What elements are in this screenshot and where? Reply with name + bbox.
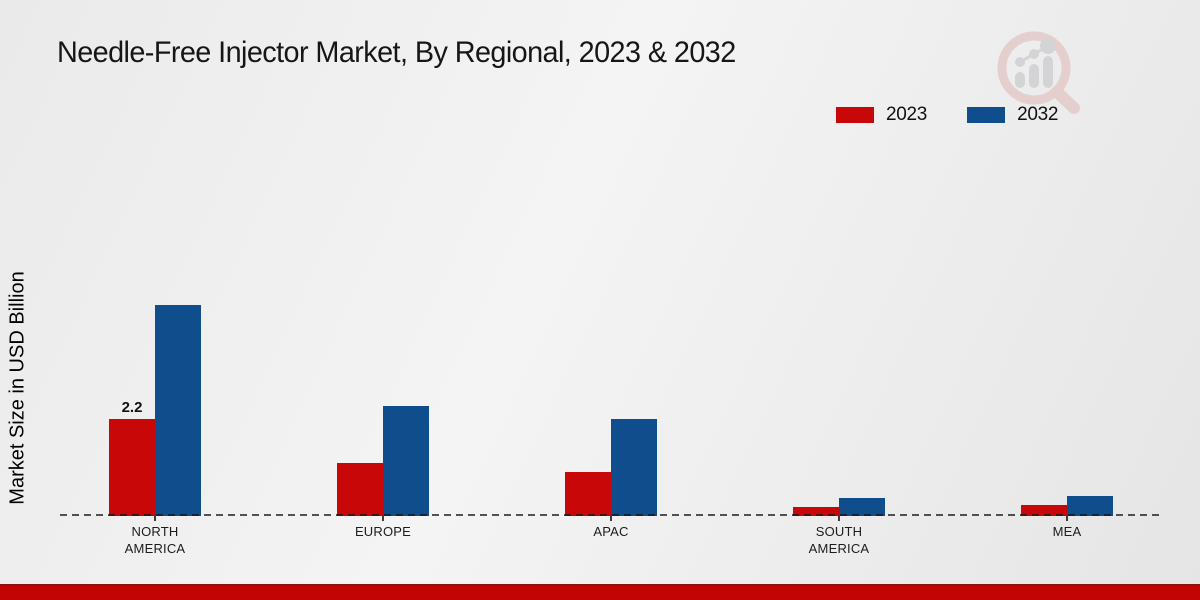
bar-2023-apac bbox=[565, 472, 611, 516]
x-axis-label-mea: MEA bbox=[1052, 524, 1082, 539]
bar-2023-north-america bbox=[109, 419, 155, 516]
bar-2023-europe bbox=[337, 463, 383, 516]
legend: 2023 2032 bbox=[836, 104, 1058, 126]
x-axis-tick-mea bbox=[1066, 516, 1068, 521]
legend-label-2023: 2023 bbox=[886, 104, 928, 125]
bar-2023-south-america bbox=[793, 507, 839, 516]
x-axis-label-north-america: NORTH AMERICA bbox=[124, 524, 186, 556]
bar-2032-north-america bbox=[155, 305, 201, 516]
x-axis-label-south-america: SOUTH AMERICA bbox=[808, 524, 870, 556]
bar-2032-europe bbox=[383, 406, 429, 516]
legend-item-2023: 2023 bbox=[836, 104, 927, 126]
x-axis-line bbox=[60, 514, 1160, 516]
y-axis-title: Market Size in USD Billion bbox=[6, 271, 29, 505]
x-axis-label-apac: APAC bbox=[593, 524, 629, 539]
legend-item-2032: 2032 bbox=[967, 104, 1058, 126]
legend-label-2032: 2032 bbox=[1017, 104, 1059, 125]
bar-2023-mea bbox=[1021, 505, 1067, 516]
x-axis-tick-south-america bbox=[838, 516, 840, 521]
x-axis-tick-north-america bbox=[154, 516, 156, 521]
bar-2032-south-america bbox=[839, 498, 885, 516]
x-axis-tick-apac bbox=[610, 516, 612, 521]
footer-accent-bar bbox=[0, 584, 1200, 600]
x-axis-label-europe: EUROPE bbox=[354, 524, 412, 539]
bar-value-label-north-america-2023: 2.2 bbox=[121, 399, 143, 416]
magnifier-bar-chart-logo-icon bbox=[997, 31, 1080, 114]
x-axis-tick-europe bbox=[382, 516, 384, 521]
bar-2032-apac bbox=[611, 419, 657, 516]
legend-swatch-2023 bbox=[836, 107, 874, 123]
legend-swatch-2032 bbox=[967, 107, 1006, 123]
chart-title: Needle-Free Injector Market, By Regional… bbox=[57, 36, 736, 69]
bar-2032-mea bbox=[1067, 496, 1113, 516]
